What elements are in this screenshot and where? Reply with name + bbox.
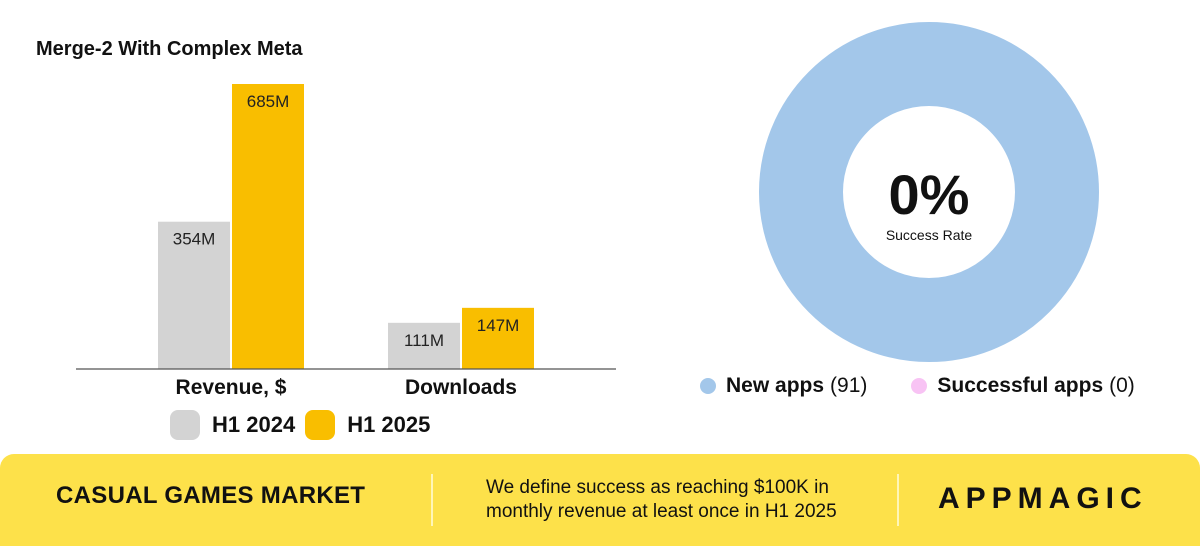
legend-count-successful-apps: (0) xyxy=(1109,374,1135,397)
donut-chart xyxy=(759,22,1099,362)
legend-label-h1-2025: H1 2025 xyxy=(347,412,431,437)
bar-downloads-h1-2024 xyxy=(388,322,460,369)
legend-count-new-apps: (91) xyxy=(830,374,868,397)
success-rate-value: 0% xyxy=(888,163,970,226)
bar-value-label: 147M xyxy=(477,316,520,335)
footer-divider-left xyxy=(431,474,433,526)
appmagic-logo: APPMAGIC xyxy=(938,482,1148,515)
bar-chart: 354M 685M 111M 147M Revenue, $ Downloads xyxy=(76,84,616,399)
donut-slice-new-apps xyxy=(759,22,1099,362)
footer-banner: CASUAL GAMES MARKET We define success as… xyxy=(0,454,1200,546)
legend-item-successful-apps: Successful apps (0) xyxy=(911,374,1135,398)
bar-value-label: 111M xyxy=(404,331,444,350)
donut-center: 0% Success Rate xyxy=(844,140,1014,270)
footer-divider-right xyxy=(897,474,899,526)
success-rate-label: Success Rate xyxy=(885,227,973,243)
x-tick-label: Downloads xyxy=(405,376,517,399)
market-label: CASUAL GAMES MARKET xyxy=(56,482,366,509)
donut-legend: New apps (91) Successful apps (0) xyxy=(700,374,1135,398)
legend-dot-new-apps xyxy=(700,378,716,394)
bar-downloads-h1-2025 xyxy=(462,307,534,369)
legend-dot-successful-apps xyxy=(911,378,928,394)
success-definition-line-2: monthly revenue at least once in H1 2025 xyxy=(486,501,837,522)
legend-item-h1-2024: H1 2024 xyxy=(170,410,295,440)
x-tick-label: Revenue, $ xyxy=(176,376,287,399)
legend-swatch-h1-2025 xyxy=(305,410,336,440)
bar-revenue-h1-2024 xyxy=(158,221,230,369)
bar-legend: H1 2024 H1 2025 xyxy=(170,410,440,440)
legend-label-h1-2024: H1 2024 xyxy=(212,412,296,437)
success-definition: We define success as reaching $100K in m… xyxy=(486,476,886,524)
legend-label-successful-apps: Successful apps xyxy=(937,374,1104,397)
bar-revenue-h1-2025 xyxy=(232,84,304,369)
success-definition-line-1: We define success as reaching $100K in xyxy=(486,477,829,498)
legend-item-h1-2025: H1 2025 xyxy=(305,410,430,440)
legend-swatch-h1-2024 xyxy=(170,410,200,440)
bar-value-label: 685M xyxy=(247,92,290,111)
chart-title: Merge-2 With Complex Meta xyxy=(36,38,303,60)
legend-label-new-apps: New apps xyxy=(726,374,825,397)
bar-value-label: 354M xyxy=(173,230,216,249)
legend-item-new-apps: New apps (91) xyxy=(700,374,867,398)
